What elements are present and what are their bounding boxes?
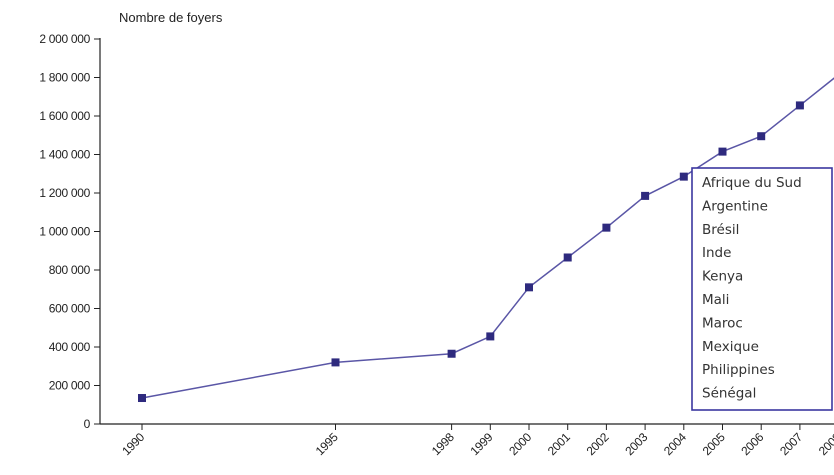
legend-item: Sénégal (702, 386, 756, 402)
legend-item: Mali (702, 292, 729, 308)
y-tick-label: 0 (84, 417, 91, 431)
data-points (138, 101, 804, 403)
data-point-2006 (757, 132, 766, 141)
y-tick-label: 800 000 (49, 263, 91, 277)
x-tick-label: 2006 (738, 430, 766, 458)
y-tick-label: 1 600 000 (39, 109, 90, 123)
legend-item: Kenya (702, 269, 743, 285)
y-tick-label: 200 000 (49, 379, 91, 393)
x-tick-label: 1999 (467, 430, 495, 458)
data-point-2002 (602, 223, 611, 232)
x-tick-label: 2007 (777, 430, 805, 458)
legend-item: Afrique du Sud (702, 175, 802, 191)
y-tick-label: 400 000 (49, 340, 91, 354)
legend-item: Inde (702, 245, 731, 261)
y-axis-label: Nombre de foyers (119, 10, 223, 25)
x-axis-ticks: 1990 1995 1998 1999 2000 2001 2002 2003 2004 2005… (119, 424, 834, 458)
legend-item: Maroc (702, 315, 743, 331)
legend-box (691, 167, 833, 411)
legend-item: Philippines (702, 362, 775, 378)
data-point-2001 (563, 253, 572, 262)
y-tick-label: 1 800 000 (39, 71, 90, 85)
legend-item: Mexique (702, 339, 759, 355)
data-point-2007 (795, 101, 804, 110)
x-tick-label: 1995 (313, 430, 341, 458)
x-tick-label: 2000 (506, 430, 534, 458)
y-axis-ticks: 0 200 000 400 000 600 000 800 000 1 000 000 1 … (39, 32, 100, 431)
x-tick-label: 2001 (545, 430, 573, 458)
legend-item: Argentine (702, 198, 768, 214)
legend: Afrique du Sud Argentine Brésil Inde Kenya Ma… (691, 167, 833, 411)
x-tick-label: 1998 (429, 430, 457, 458)
data-point-1990 (138, 394, 146, 403)
x-tick-label: 2003 (622, 430, 650, 458)
data-point-1999 (486, 332, 495, 341)
x-tick-label: 1990 (119, 430, 147, 458)
y-tick-label: 1 200 000 (39, 186, 90, 200)
legend-item: Brésil (702, 222, 739, 238)
data-point-2000 (525, 283, 533, 292)
y-tick-label: 600 000 (49, 302, 91, 316)
y-tick-label: 1 400 000 (39, 148, 90, 162)
y-tick-label: 1 000 000 (39, 225, 90, 239)
data-point-2005 (718, 147, 727, 156)
x-tick-label: 2005 (700, 430, 728, 458)
data-point-1998 (447, 349, 456, 358)
x-tick-label: 2002 (584, 430, 612, 458)
data-point-1995 (331, 358, 340, 367)
x-tick-label: 2004 (661, 430, 689, 458)
data-point-2004 (679, 172, 688, 181)
x-tick-label: 2008 (816, 430, 834, 458)
y-tick-label: 2 000 000 (39, 32, 90, 46)
data-point-2003 (641, 191, 650, 200)
